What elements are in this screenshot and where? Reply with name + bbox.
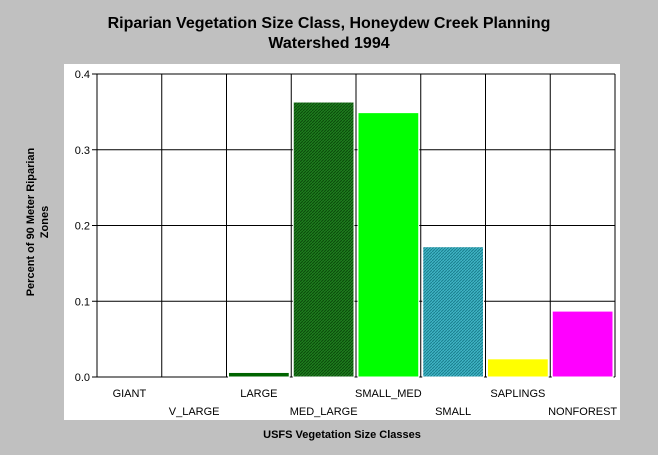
y-axis-ticks: 0.0 0.1 0.2 0.3 0.4	[75, 69, 97, 384]
x-tick-label: GIANT	[113, 388, 147, 400]
bar-large	[228, 371, 290, 378]
y-tick-label: 0.2	[75, 221, 90, 233]
grid-lines	[96, 73, 616, 378]
y-tick-label: 0.1	[75, 296, 90, 308]
x-axis-ticks: GIANT V_LARGE LARGE MED_LARGE SMALL_MED SMALL…	[113, 388, 618, 418]
x-tick-label: SMALL_MED	[355, 388, 422, 400]
y-tick-label: 0.4	[75, 69, 90, 81]
y-tick-label: 0.0	[75, 372, 90, 384]
chart-title-line-2: Watershed 1994	[268, 35, 390, 52]
bar-med-large	[292, 101, 355, 378]
bar-small	[422, 246, 484, 378]
x-tick-label: V_LARGE	[169, 406, 220, 418]
x-tick-label: MED_LARGE	[290, 406, 358, 418]
y-tick-label: 0.3	[75, 145, 90, 157]
x-tick-label: LARGE	[240, 388, 277, 400]
chart-title-line-1: Riparian Vegetation Size Class, Honeydew…	[107, 15, 551, 32]
x-tick-label: NONFOREST	[548, 406, 617, 418]
x-axis-label: USFS Vegetation Size Classes	[263, 429, 421, 441]
chart-title: Riparian Vegetation Size Class, Honeydew…	[0, 14, 658, 54]
x-tick-label: SAPLINGS	[490, 388, 545, 400]
bar-saplings	[487, 358, 549, 378]
bar-series	[228, 101, 614, 378]
bar-nonforest	[551, 310, 614, 378]
x-tick-label: SMALL	[435, 406, 471, 418]
bar-small-med	[357, 112, 420, 378]
